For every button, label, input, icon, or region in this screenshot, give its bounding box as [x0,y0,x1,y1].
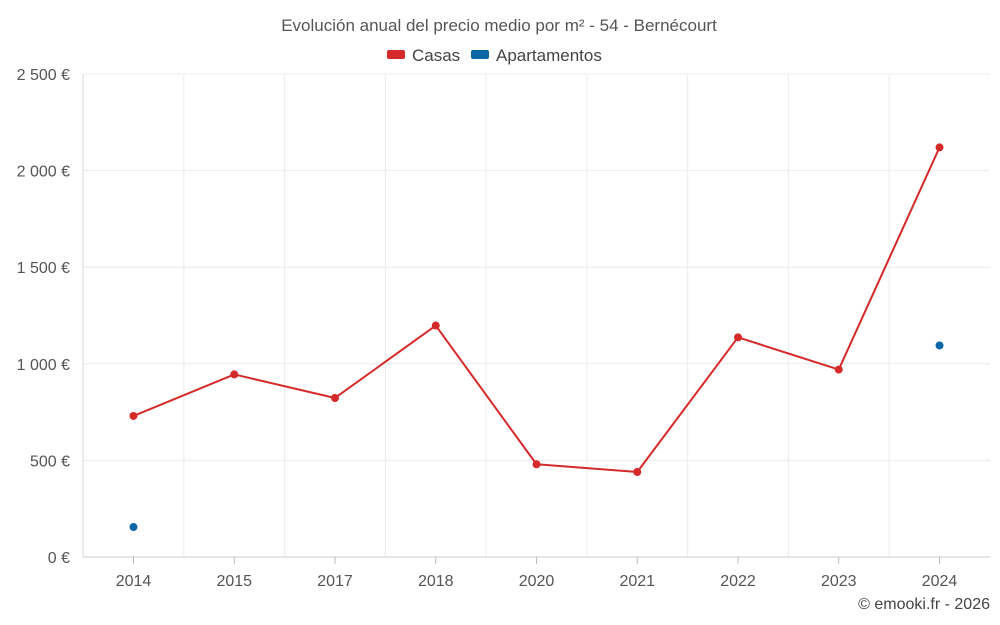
series-layer [129,143,944,532]
data-point[interactable] [935,143,944,152]
y-tick-label: 2 500 € [17,67,70,84]
data-point[interactable] [633,467,642,476]
data-point[interactable] [834,365,843,374]
data-point[interactable] [230,370,239,379]
y-tick-label: 0 € [48,550,70,567]
y-tick-label: 1 500 € [17,260,70,277]
chart-title: Evolución anual del precio medio por m² … [281,16,717,35]
data-point[interactable] [431,321,440,330]
data-point[interactable] [734,333,742,342]
axes: 0 € 500 € 1 000 € 1 500 € 2 000 € 2 500 € 2014… [17,67,990,590]
data-point[interactable] [129,523,138,532]
x-tick-label: 2014 [116,573,152,590]
series-casas [129,143,944,476]
x-tick-label: 2017 [317,573,353,590]
legend-label-casas[interactable]: Casas [412,46,460,65]
series-apartamentos [129,341,944,532]
data-point[interactable] [331,393,339,402]
x-tick-label: 2024 [922,573,958,590]
y-tick-label: 500 € [30,453,70,470]
grid [83,73,990,557]
x-tick-label: 2023 [821,573,857,590]
legend: Casas Apartamentos [387,46,602,65]
y-tick-label: 1 000 € [17,357,70,374]
x-tick-label: 2020 [519,573,555,590]
legend-label-apartamentos[interactable]: Apartamentos [496,46,602,65]
data-point[interactable] [935,341,944,350]
legend-swatch-casas [387,50,405,59]
credit-label: © emooki.fr - 2026 [858,596,990,613]
x-tick-label: 2015 [216,573,252,590]
series-line [133,147,941,473]
legend-swatch-apartamentos [471,50,489,59]
data-point[interactable] [129,411,138,420]
x-tick-label: 2021 [619,573,655,590]
x-tick-label: 2022 [720,573,756,590]
x-tick-label: 2018 [418,573,454,590]
data-point[interactable] [532,460,541,469]
y-tick-label: 2 000 € [17,164,70,181]
